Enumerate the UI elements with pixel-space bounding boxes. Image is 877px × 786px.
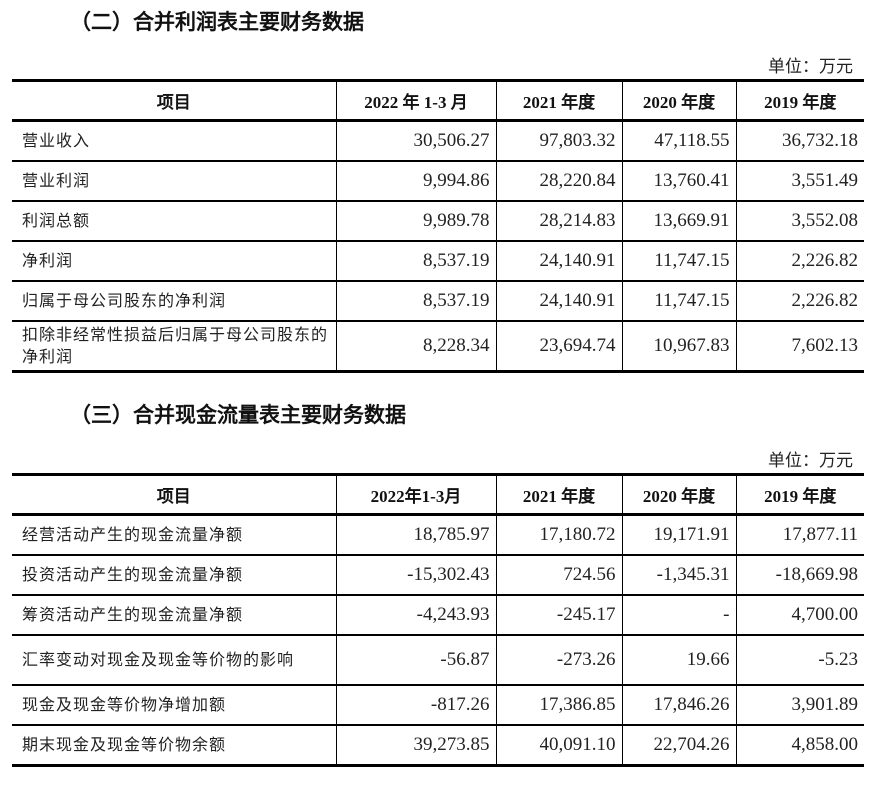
cell-value: 13,669.91 [621,201,737,241]
cell-value: 9,989.78 [335,201,497,241]
cell-value: 11,747.15 [621,241,737,281]
table-row: 经营活动产生的现金流量净额 18,785.97 17,180.72 19,171… [12,514,864,555]
column-header-2020: 2020 年度 [621,80,737,121]
cell-value: -4,243.93 [335,595,497,635]
cell-value: -273.26 [495,635,623,685]
table-row: 营业利润 9,994.86 28,220.84 13,760.41 3,551.… [12,161,864,201]
cell-value: 17,877.11 [735,514,864,555]
cashflow-unit-label: 单位：万元 [768,451,853,471]
cell-value: 47,118.55 [621,120,737,161]
cell-value: 17,386.85 [495,685,623,725]
column-header-item: 项目 [12,80,337,121]
row-label: 净利润 [12,241,337,281]
cell-value: 724.56 [495,555,623,595]
cell-value: 9,994.86 [335,161,497,201]
cell-value: 97,803.32 [495,120,623,161]
column-header-2019: 2019 年度 [735,474,864,515]
cell-value: 7,602.13 [735,321,864,372]
cell-value: 17,846.26 [621,685,737,725]
cell-value: 28,220.84 [495,161,623,201]
cell-value: 19.66 [621,635,737,685]
cell-value: 8,537.19 [335,281,497,321]
cell-value: 8,537.19 [335,241,497,281]
cell-value: 2,226.82 [735,281,864,321]
cell-value: -18,669.98 [735,555,864,595]
cell-value: 13,760.41 [621,161,737,201]
table-row: 利润总额 9,989.78 28,214.83 13,669.91 3,552.… [12,201,864,241]
cell-value: -245.17 [495,595,623,635]
cashflow-statement-table: 项目 2022年1-3月 2021 年度 2020 年度 2019 年度 经营活… [12,473,864,767]
table-row: 净利润 8,537.19 24,140.91 11,747.15 2,226.8… [12,241,864,281]
table-row: 投资活动产生的现金流量净额 -15,302.43 724.56 -1,345.3… [12,555,864,595]
cell-value: 24,140.91 [495,241,623,281]
row-label: 营业利润 [12,161,337,201]
table-row: 期末现金及现金等价物余额 39,273.85 40,091.10 22,704.… [12,725,864,766]
cell-value: 3,552.08 [735,201,864,241]
cell-value: 10,967.83 [621,321,737,372]
cell-value: 28,214.83 [495,201,623,241]
cell-value: 19,171.91 [621,514,737,555]
cell-value: 22,704.26 [621,725,737,766]
cell-value: -56.87 [335,635,497,685]
cashflow-section-title: （三）合并现金流量表主要财务数据 [70,403,406,427]
column-header-2021: 2021 年度 [495,80,623,121]
cell-value: 24,140.91 [495,281,623,321]
cell-value: 11,747.15 [621,281,737,321]
table-header-row: 项目 2022 年 1-3 月 2021 年度 2020 年度 2019 年度 [12,80,864,121]
row-label: 筹资活动产生的现金流量净额 [12,595,337,635]
cell-value: -817.26 [335,685,497,725]
column-header-2022q1: 2022年1-3月 [335,474,497,515]
table-row: 营业收入 30,506.27 97,803.32 47,118.55 36,73… [12,120,864,161]
cell-value: -5.23 [735,635,864,685]
row-label: 经营活动产生的现金流量净额 [12,514,337,555]
income-statement-table: 项目 2022 年 1-3 月 2021 年度 2020 年度 2019 年度 … [12,79,864,373]
cell-value: 17,180.72 [495,514,623,555]
table-row: 归属于母公司股东的净利润 8,537.19 24,140.91 11,747.1… [12,281,864,321]
row-label: 利润总额 [12,201,337,241]
cell-value: 4,858.00 [735,725,864,766]
row-label: 归属于母公司股东的净利润 [12,281,337,321]
income-unit-label: 单位：万元 [768,57,853,77]
cell-value: 39,273.85 [335,725,497,766]
table-header-row: 项目 2022年1-3月 2021 年度 2020 年度 2019 年度 [12,474,864,515]
cell-value: 3,551.49 [735,161,864,201]
column-header-2020: 2020 年度 [621,474,737,515]
column-header-2019: 2019 年度 [735,80,864,121]
table-row: 扣除非经常性损益后归属于母公司股东的净利润 8,228.34 23,694.74… [12,321,864,372]
cell-value: 2,226.82 [735,241,864,281]
column-header-item: 项目 [12,474,337,515]
table-row: 现金及现金等价物净增加额 -817.26 17,386.85 17,846.26… [12,685,864,725]
column-header-2021: 2021 年度 [495,474,623,515]
table-row: 汇率变动对现金及现金等价物的影响 -56.87 -273.26 19.66 -5… [12,635,864,685]
cell-value: 4,700.00 [735,595,864,635]
cell-value: 8,228.34 [335,321,497,372]
cell-value: 40,091.10 [495,725,623,766]
cell-value: -15,302.43 [335,555,497,595]
row-label: 现金及现金等价物净增加额 [12,685,337,725]
income-section-title: （二）合并利润表主要财务数据 [70,10,364,34]
column-header-2022q1: 2022 年 1-3 月 [335,80,497,121]
row-label: 扣除非经常性损益后归属于母公司股东的净利润 [12,321,337,372]
cell-value: -1,345.31 [621,555,737,595]
row-label: 汇率变动对现金及现金等价物的影响 [12,635,337,685]
row-label: 营业收入 [12,120,337,161]
row-label: 投资活动产生的现金流量净额 [12,555,337,595]
row-label: 期末现金及现金等价物余额 [12,725,337,766]
table-row: 筹资活动产生的现金流量净额 -4,243.93 -245.17 - 4,700.… [12,595,864,635]
cell-value: - [621,595,737,635]
cell-value: 30,506.27 [335,120,497,161]
cell-value: 36,732.18 [735,120,864,161]
cell-value: 18,785.97 [335,514,497,555]
cell-value: 23,694.74 [495,321,623,372]
cell-value: 3,901.89 [735,685,864,725]
